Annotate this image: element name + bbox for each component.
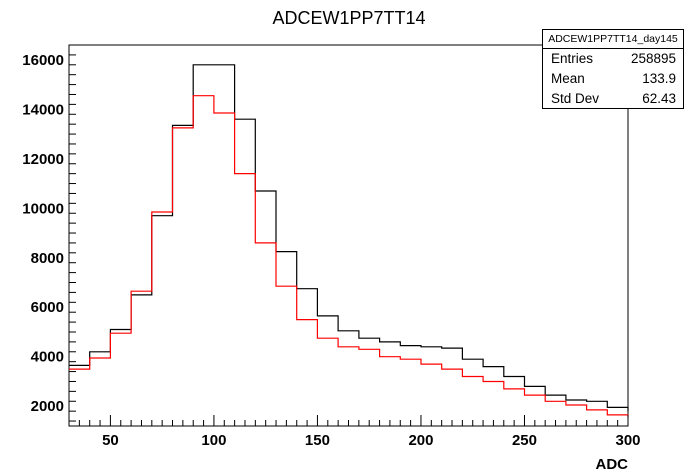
y-tick-label: 14000 [22,101,64,118]
stats-box-title: ADCEW1PP7TT14_day145 [543,30,683,49]
stats-row-entries: Entries 258895 [543,49,683,69]
x-axis-label: ADC [596,456,629,473]
stats-label: Mean [551,71,585,86]
y-tick-label: 4000 [31,349,64,366]
x-tick-label: 300 [615,432,640,449]
series-layer [69,64,629,418]
chart-title: ADCEW1PP7TT14 [272,8,425,28]
y-tick-label: 12000 [22,151,64,168]
y-tick-label: 16000 [22,52,64,69]
x-tick-label: 150 [305,432,330,449]
axis-layer: 50 100 150 200 250 300 2000 4000 6000 8000 10000 12… [22,44,641,449]
stats-value: 258895 [630,51,676,66]
x-tick-label: 100 [201,432,226,449]
x-tick-label: 50 [102,432,119,449]
stats-box: ADCEW1PP7TT14_day145 Entries 258895 Mean… [542,29,684,109]
y-tick-label: 10000 [22,200,64,217]
stats-label: Std Dev [551,91,600,106]
stats-value: 62.43 [642,91,676,106]
stats-value: 133.9 [642,71,676,86]
x-tick-label: 200 [408,432,433,449]
y-tick-label: 6000 [31,299,64,316]
y-tick-label: 2000 [31,398,64,415]
stats-label: Entries [551,51,594,66]
histogram-series-2 [69,95,629,418]
stats-row-stddev: Std Dev 62.43 [543,89,683,109]
y-tick-label: 8000 [31,250,64,267]
x-tick-label: 250 [512,432,537,449]
stats-row-mean: Mean 133.9 [543,69,683,89]
histogram-series-1 [69,64,629,412]
